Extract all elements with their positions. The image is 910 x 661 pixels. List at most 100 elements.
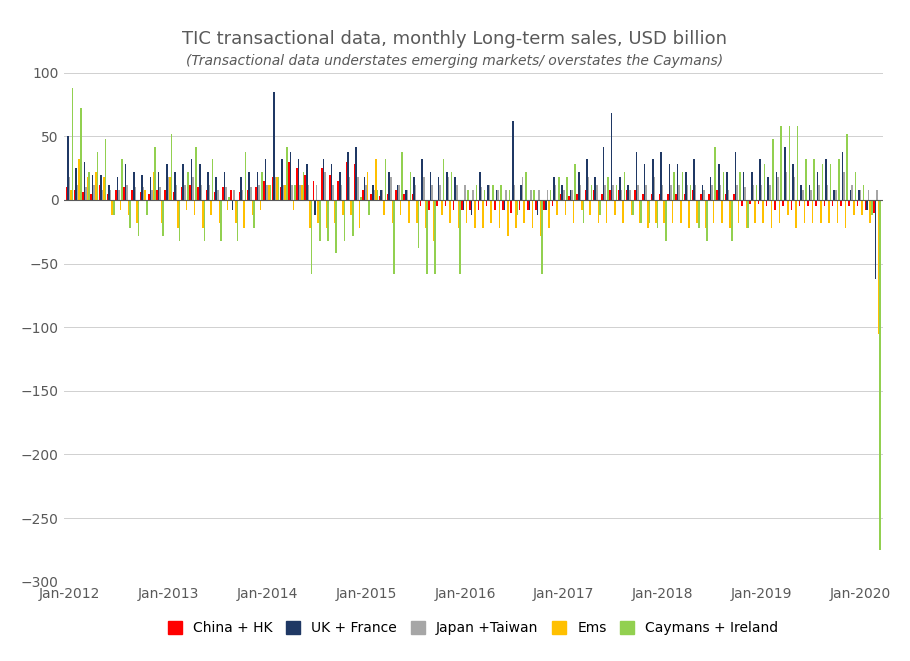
Bar [349, 177, 350, 200]
Bar [726, 172, 728, 200]
Bar [860, 190, 861, 200]
Bar [253, 200, 255, 228]
Bar [196, 147, 197, 200]
Bar [391, 200, 393, 223]
Bar [525, 172, 527, 200]
Bar [100, 175, 102, 200]
Bar [869, 200, 871, 223]
Bar [771, 200, 773, 228]
Bar [610, 190, 611, 200]
Bar [733, 194, 734, 200]
Bar [187, 172, 188, 200]
Bar [576, 194, 578, 200]
Bar [582, 200, 584, 223]
Bar [336, 200, 337, 253]
Bar [348, 151, 349, 200]
Bar [698, 200, 700, 228]
Bar [680, 200, 682, 223]
Bar [271, 177, 273, 200]
Bar [637, 184, 639, 200]
Bar [854, 172, 856, 200]
Bar [547, 190, 548, 200]
Bar [226, 187, 227, 200]
Bar [746, 200, 747, 228]
Bar [338, 181, 339, 200]
Bar [88, 172, 90, 200]
Bar [769, 184, 771, 200]
Bar [832, 200, 834, 206]
Bar [850, 190, 852, 200]
Bar [773, 139, 774, 200]
Bar [448, 177, 450, 200]
Bar [599, 200, 601, 215]
Bar [704, 200, 706, 228]
Bar [364, 177, 365, 200]
Bar [356, 147, 357, 200]
Bar [214, 192, 216, 200]
Bar [415, 184, 416, 200]
Bar [805, 159, 806, 200]
Bar [105, 139, 106, 200]
Bar [835, 190, 836, 200]
Bar [548, 200, 550, 228]
Bar [316, 184, 318, 200]
Bar [340, 184, 342, 200]
Bar [636, 151, 637, 200]
Bar [238, 192, 240, 200]
Bar [143, 187, 145, 200]
Bar [126, 184, 128, 200]
Bar [217, 190, 218, 200]
Bar [234, 190, 235, 200]
Bar [380, 190, 382, 200]
Bar [173, 192, 174, 200]
Bar [294, 184, 296, 200]
Bar [466, 200, 468, 223]
Bar [425, 200, 426, 228]
Bar [496, 190, 497, 200]
Bar [318, 200, 319, 223]
Bar [777, 177, 779, 200]
Bar [430, 172, 431, 200]
Bar [490, 200, 492, 223]
Bar [574, 165, 576, 200]
Bar [232, 200, 234, 210]
Bar [647, 200, 649, 228]
Bar [763, 165, 765, 200]
Bar [700, 194, 702, 200]
Bar [743, 172, 744, 200]
Bar [200, 184, 202, 200]
Bar [801, 184, 802, 200]
Bar [76, 168, 77, 200]
Bar [416, 200, 418, 223]
Bar [494, 200, 496, 210]
Bar [639, 200, 641, 223]
Bar [596, 184, 598, 200]
Bar [606, 200, 607, 223]
Bar [864, 200, 866, 210]
Bar [250, 187, 251, 200]
Bar [645, 184, 647, 200]
Bar [413, 177, 415, 200]
Bar [673, 172, 675, 200]
Bar [301, 184, 302, 200]
Bar [651, 194, 652, 200]
Bar [334, 200, 336, 223]
Bar [367, 172, 369, 200]
Bar [438, 177, 440, 200]
Bar [604, 184, 606, 200]
Bar [426, 200, 428, 274]
Bar [804, 200, 805, 223]
Bar [507, 200, 509, 235]
Bar [810, 190, 812, 200]
Bar [212, 159, 214, 200]
Bar [390, 177, 391, 200]
Bar [563, 190, 564, 200]
Bar [607, 177, 609, 200]
Bar [362, 190, 364, 200]
Bar [766, 200, 767, 206]
Bar [836, 200, 838, 223]
Bar [259, 200, 261, 210]
Bar [706, 200, 708, 241]
Bar [687, 184, 688, 200]
Bar [167, 177, 169, 200]
